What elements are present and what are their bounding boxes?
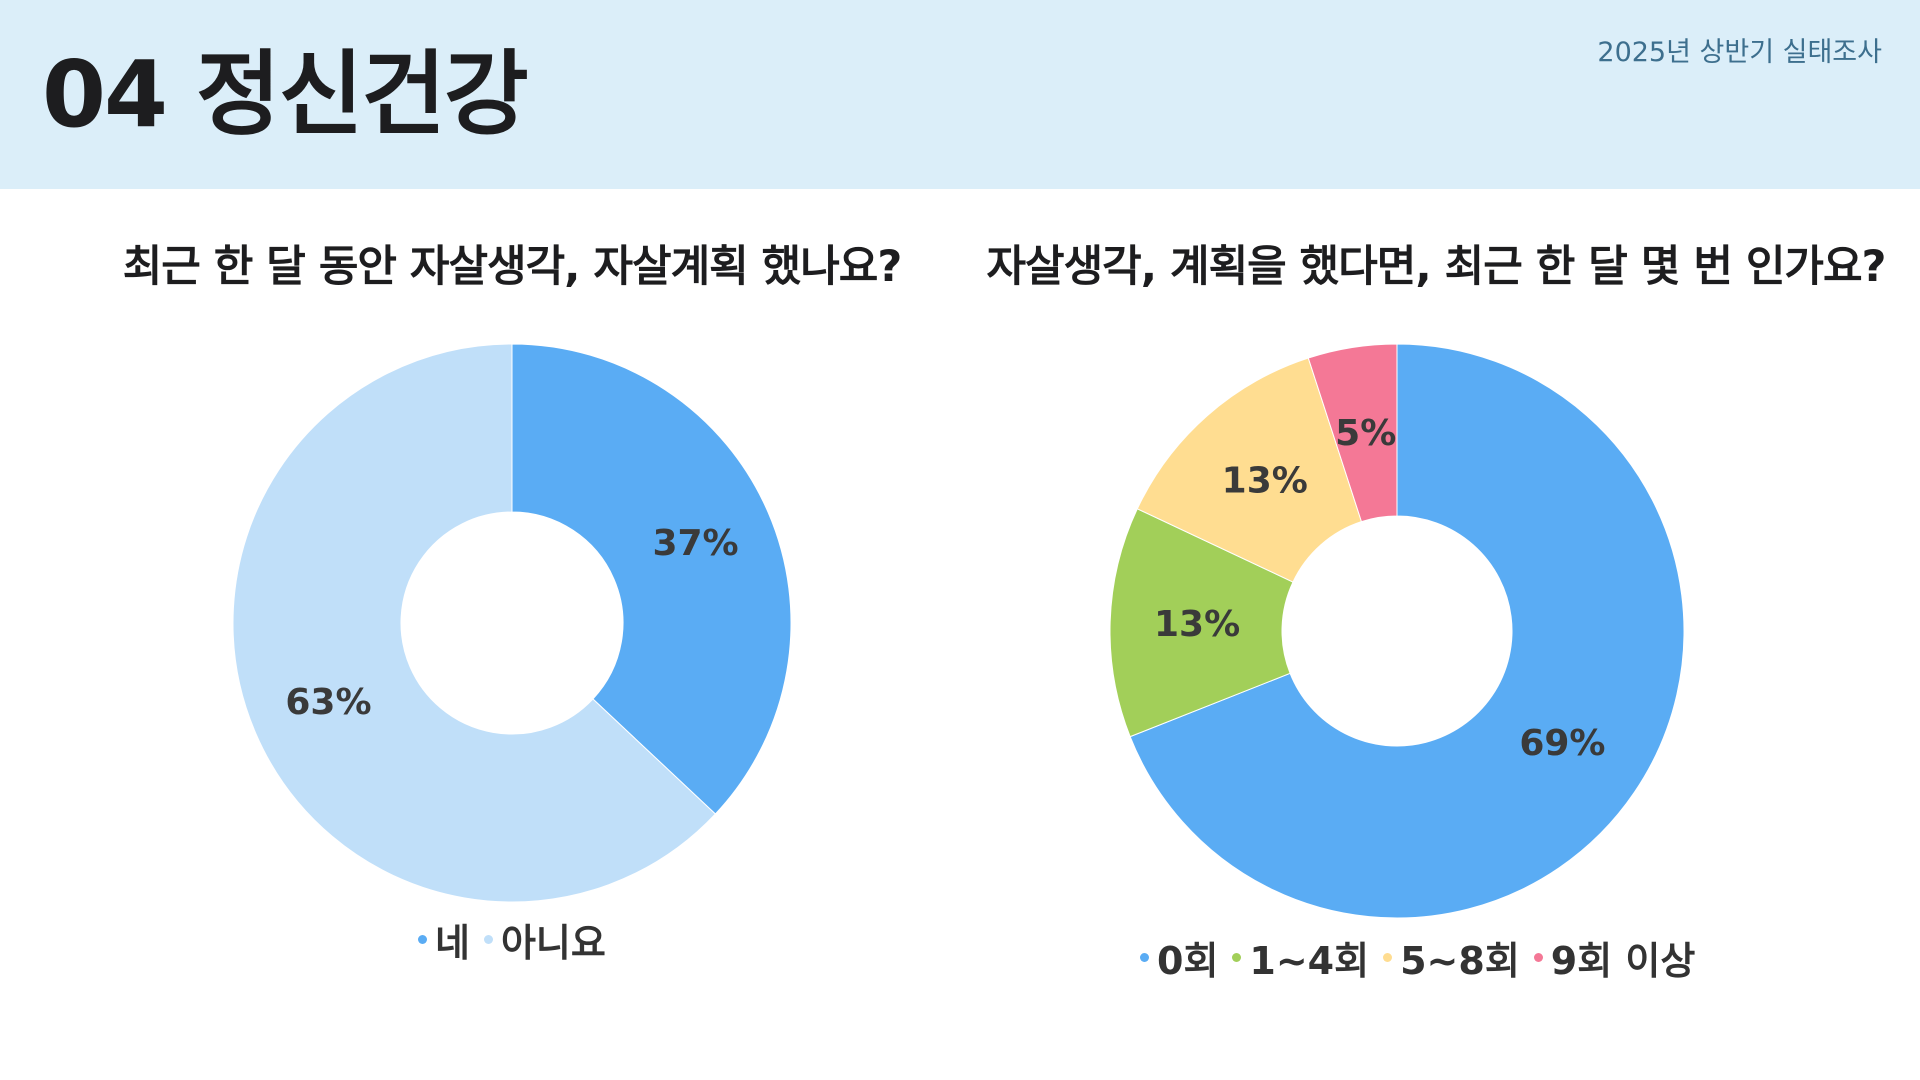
chart2-legend-dot-2 bbox=[1383, 953, 1393, 962]
chart2-slice-1 bbox=[1109, 508, 1294, 738]
chart1-slice-1 bbox=[232, 343, 717, 903]
chart1-legend-dot-1 bbox=[483, 935, 493, 944]
chart1-legend-item-0: 네 bbox=[418, 912, 470, 967]
chart2-data-label-0: 69% bbox=[1519, 723, 1605, 764]
page-title: 04 정신건강 bbox=[42, 41, 529, 148]
chart2-legend-dot-3 bbox=[1533, 953, 1543, 962]
chart2-legend-item-1: 1~4회 bbox=[1232, 930, 1369, 985]
chart2-slice-0 bbox=[1129, 343, 1685, 919]
survey-label: 2025년 상반기 실태조사 bbox=[1597, 37, 1882, 68]
chart2-legend-dot-1 bbox=[1232, 953, 1242, 962]
chart2-legend-item-2: 5~8회 bbox=[1383, 930, 1520, 985]
chart1-data-label-1: 63% bbox=[285, 682, 371, 723]
chart2-legend-label-0: 0회 bbox=[1157, 939, 1219, 983]
chart2-data-label-2: 13% bbox=[1222, 460, 1308, 501]
chart1-slice-0 bbox=[511, 343, 792, 815]
chart2-legend-item-3: 9회 이상 bbox=[1533, 930, 1696, 985]
chart1-donut: 37% 63% bbox=[232, 343, 792, 903]
chart1-legend-item-1: 아니요 bbox=[483, 912, 606, 967]
chart1-legend-dot-0 bbox=[418, 935, 427, 944]
chart2-slice-2 bbox=[1136, 357, 1363, 583]
chart2-legend-dot-0 bbox=[1140, 953, 1149, 962]
chart2-donut: 69% 13% 13% 5% bbox=[1109, 343, 1685, 919]
chart2-legend-item-0: 0회 bbox=[1140, 930, 1218, 985]
chart2-data-label-1: 13% bbox=[1154, 604, 1240, 645]
chart2-data-label-3: 5% bbox=[1335, 413, 1396, 454]
header-band: 04 정신건강 2025년 상반기 실태조사 bbox=[0, 0, 1920, 189]
chart2-title: 자살생각, 계획을 했다면, 최근 한 달 몇 번 인가요? bbox=[986, 242, 1886, 292]
chart1-data-label-0: 37% bbox=[652, 523, 738, 564]
chart2-legend: 0회 1~4회 5~8회 9회 이상 bbox=[1140, 930, 1760, 985]
chart1-title: 최근 한 달 동안 자살생각, 자살계획 했나요? bbox=[122, 242, 903, 292]
chart1-legend-label-0: 네 bbox=[435, 921, 470, 965]
chart2-slice-3 bbox=[1307, 343, 1398, 523]
chart2-legend-label-3: 9회 이상 bbox=[1550, 939, 1696, 983]
chart1-legend: 네 아니요 bbox=[418, 912, 818, 967]
chart2-legend-label-2: 5~8회 bbox=[1400, 939, 1520, 983]
chart1-legend-label-1: 아니요 bbox=[500, 921, 606, 965]
chart2-legend-label-1: 1~4회 bbox=[1249, 939, 1370, 983]
